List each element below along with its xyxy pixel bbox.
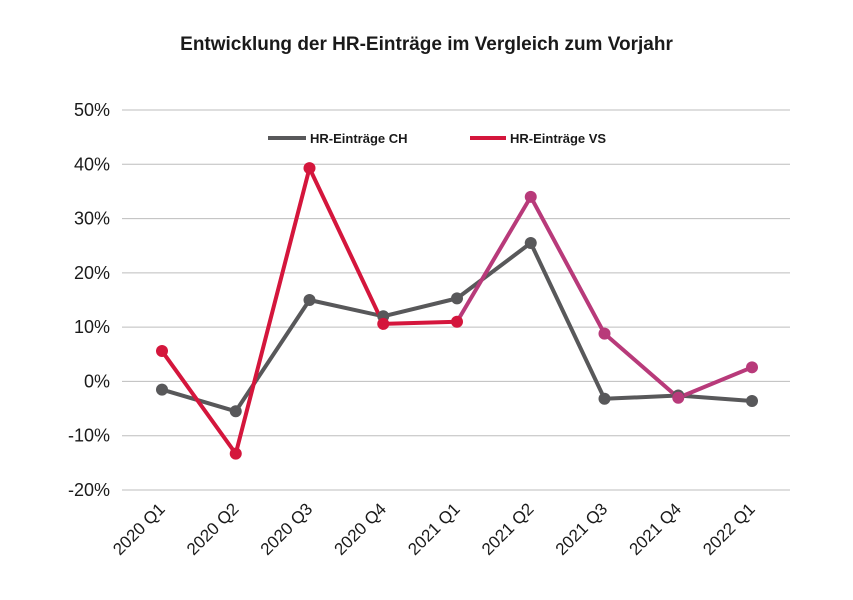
series-points bbox=[156, 162, 758, 460]
data-point-vs bbox=[672, 391, 685, 404]
y-tick-label: 0% bbox=[84, 371, 110, 391]
x-axis-ticks: 2020 Q1 2020 Q2 2020 Q3 2020 Q4 2021 Q1 2021 … bbox=[109, 499, 759, 559]
x-tick-label: 2020 Q2 bbox=[183, 499, 243, 559]
data-point-ch bbox=[451, 292, 463, 305]
y-axis-ticks: 50% 40% 30% 20% 10% 0% -10% -20% bbox=[68, 100, 110, 500]
chart-title: Entwicklung der HR-Einträge im Vergleich… bbox=[180, 34, 673, 55]
x-tick-label: 2021 Q3 bbox=[552, 499, 612, 559]
y-tick-label: 10% bbox=[74, 317, 110, 337]
y-tick-label: 30% bbox=[74, 209, 110, 229]
series-lines bbox=[160, 166, 753, 456]
data-point-ch bbox=[303, 294, 316, 306]
x-tick-label: 2020 Q1 bbox=[109, 499, 169, 559]
data-point-vs bbox=[451, 315, 463, 328]
legend-label-vs: HR-Einträge VS bbox=[510, 131, 606, 146]
data-point-vs bbox=[746, 361, 758, 374]
data-point-vs bbox=[156, 345, 168, 358]
data-point-ch bbox=[524, 237, 537, 249]
x-tick-label: 2021 Q1 bbox=[404, 499, 464, 559]
data-point-vs bbox=[303, 162, 316, 175]
y-tick-label: 40% bbox=[74, 154, 110, 174]
data-point-vs bbox=[598, 327, 611, 340]
legend: HR-Einträge CH HR-Einträge VS bbox=[268, 131, 606, 146]
data-point-vs bbox=[377, 317, 390, 330]
data-point-ch bbox=[156, 383, 168, 396]
x-tick-label: 2022 Q1 bbox=[699, 499, 759, 559]
data-point-ch bbox=[229, 405, 242, 418]
legend-label-ch: HR-Einträge CH bbox=[310, 131, 408, 146]
x-tick-label: 2021 Q2 bbox=[478, 499, 538, 559]
y-tick-label: 50% bbox=[74, 100, 110, 120]
x-tick-label: 2020 Q4 bbox=[331, 499, 391, 559]
x-tick-label: 2020 Q3 bbox=[257, 499, 317, 559]
data-point-vs bbox=[524, 190, 537, 203]
y-tick-label: 20% bbox=[74, 263, 110, 283]
data-point-vs bbox=[229, 447, 242, 460]
series-line-vs-later bbox=[455, 194, 753, 400]
data-point-ch bbox=[598, 392, 611, 405]
y-tick-label: -10% bbox=[68, 426, 110, 446]
y-tick-label: -20% bbox=[68, 480, 110, 500]
x-tick-label: 2021 Q4 bbox=[626, 499, 686, 559]
data-point-ch bbox=[746, 394, 758, 407]
